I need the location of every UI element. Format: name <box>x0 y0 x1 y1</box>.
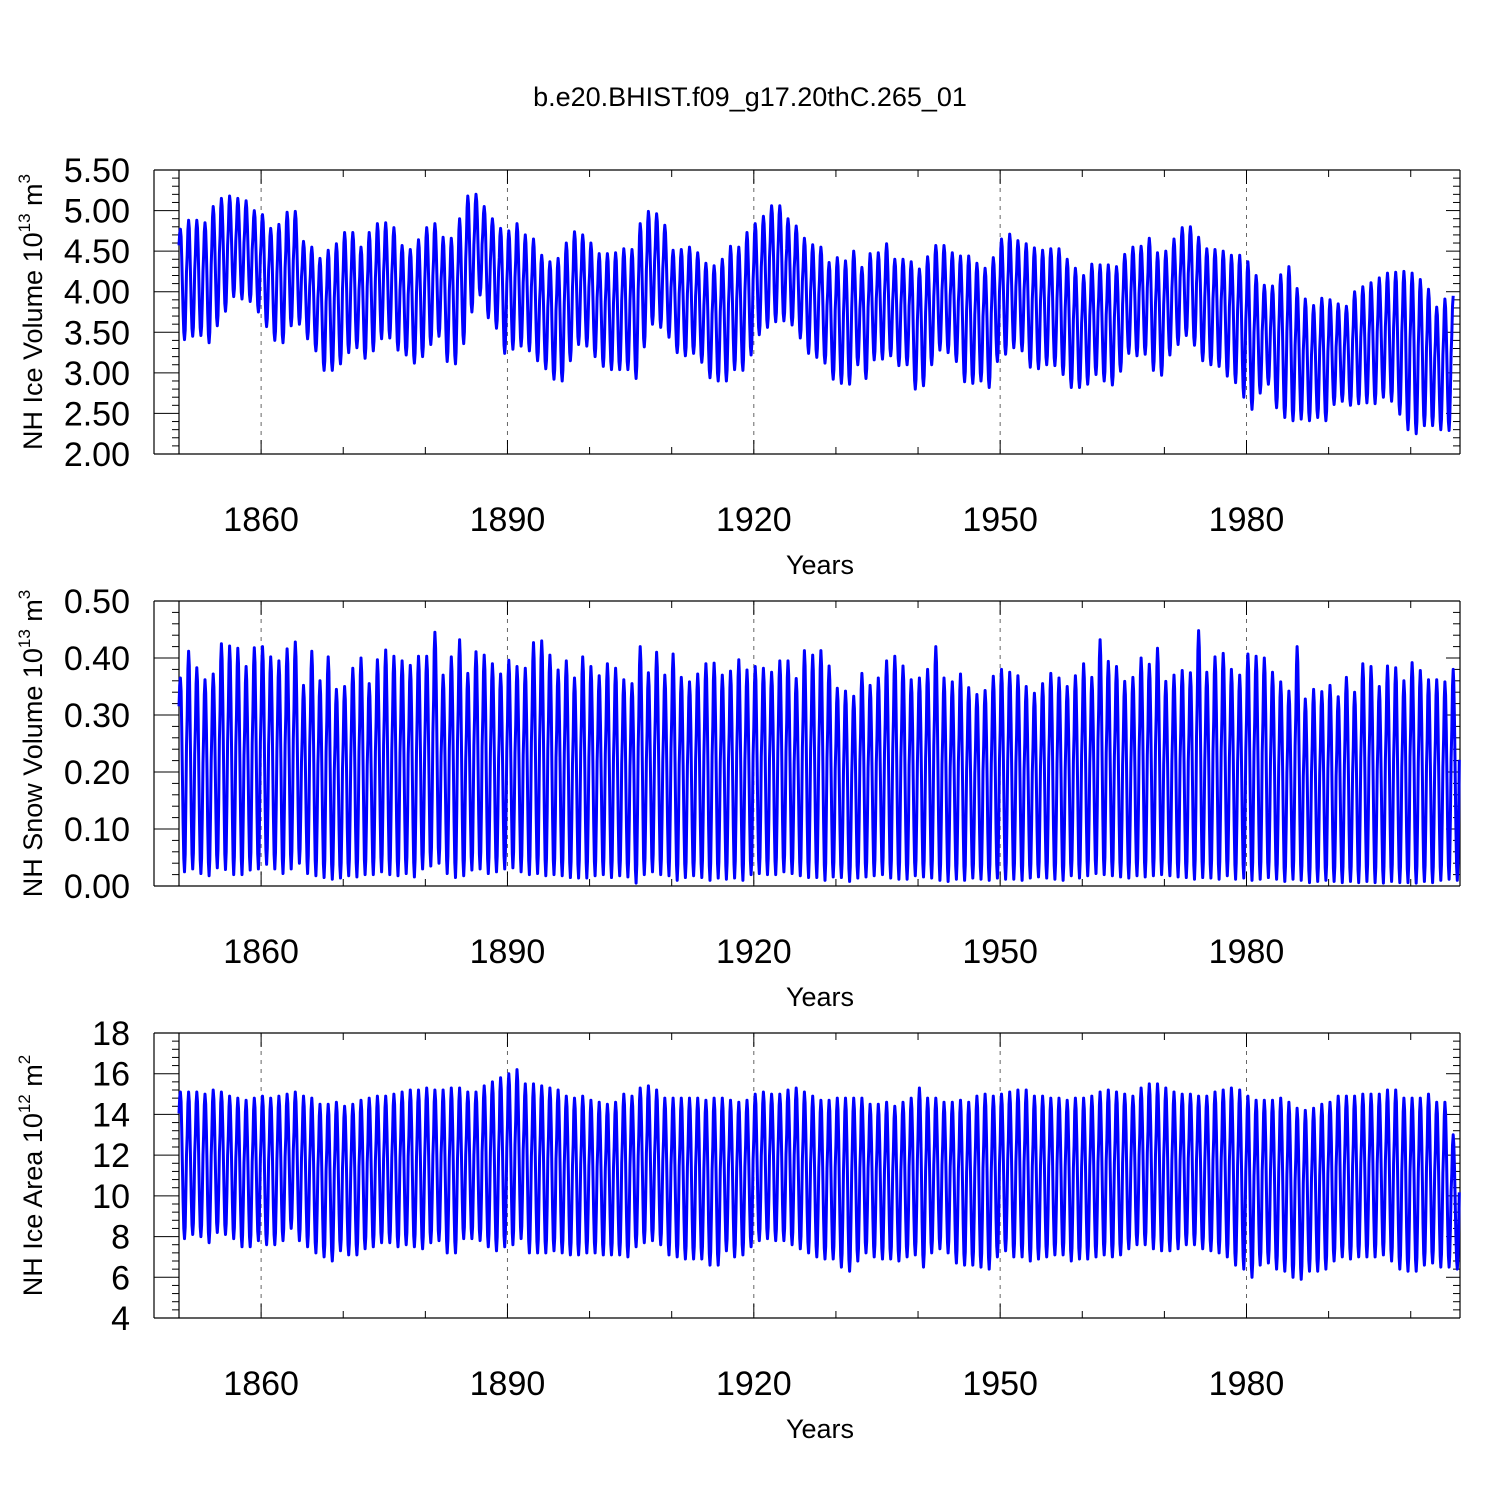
y-tick-label: 2.50 <box>64 395 130 433</box>
x-axis-title: Years <box>786 550 854 580</box>
y-axis-title: NH Ice Area 1012 m2 <box>15 1055 48 1296</box>
y-tick-label: 0.40 <box>64 640 130 678</box>
series-line <box>177 629 1461 885</box>
y-tick-label: 0.20 <box>64 754 130 792</box>
y-tick-label: 16 <box>92 1056 130 1094</box>
y-axis-title-superscript: 3 <box>15 174 34 183</box>
x-axis-title: Years <box>786 1414 854 1444</box>
chart-panel-1: 2.002.503.003.504.004.505.005.50 1860 1890… <box>15 152 1461 580</box>
y-tick-label: 5.50 <box>64 152 130 190</box>
x-tick-label: 1950 <box>962 501 1038 539</box>
y-axis-title-superscript: 13 <box>15 629 34 648</box>
y-tick-label: 3.00 <box>64 355 130 393</box>
y-tick-label: 14 <box>92 1096 130 1134</box>
y-axis-title-superscript: 12 <box>15 1094 34 1113</box>
y-axis-title-text: NH Ice Area 10 <box>18 1113 48 1296</box>
x-tick-label: 1890 <box>470 1365 546 1403</box>
x-tick-label: 1860 <box>223 501 299 539</box>
y-axis-title-text: NH Snow Volume 10 <box>18 648 48 897</box>
y-tick-label: 4.00 <box>64 274 130 312</box>
y-tick-label: 0.30 <box>64 697 130 735</box>
x-tick-label: 1950 <box>962 1365 1038 1403</box>
x-axis-title: Years <box>786 982 854 1012</box>
y-axis-title-text: m <box>18 599 48 629</box>
y-axis-title-text: NH Ice Volume 10 <box>18 232 48 450</box>
y-tick-label: 10 <box>92 1178 130 1216</box>
y-tick-label: 12 <box>92 1137 130 1175</box>
x-tick-label: 1980 <box>1209 1365 1285 1403</box>
y-axis-title: NH Ice Volume 1013 m3 <box>15 174 48 450</box>
y-axis-title: NH Snow Volume 1013 m3 <box>15 590 48 898</box>
x-tick-label: 1920 <box>716 1365 792 1403</box>
y-tick-label: 0.10 <box>64 811 130 849</box>
x-tick-label: 1920 <box>716 501 792 539</box>
y-axis-title-superscript: 2 <box>15 1055 34 1064</box>
series-line <box>177 1068 1461 1281</box>
figure-title: b.e20.BHIST.f09_g17.20thC.265_01 <box>533 82 967 112</box>
y-tick-label: 8 <box>111 1219 130 1257</box>
y-tick-label: 6 <box>111 1259 130 1297</box>
y-tick-label: 0.50 <box>64 583 130 621</box>
x-tick-label: 1980 <box>1209 501 1285 539</box>
y-tick-label: 3.50 <box>64 314 130 352</box>
y-tick-label: 4 <box>111 1300 130 1338</box>
chart-panel-2: 0.00 0.10 0.20 0.30 0.40 0.50 1860 1890 1920 1950… <box>15 583 1461 1012</box>
x-tick-label: 1890 <box>470 933 546 971</box>
series-line <box>177 192 1455 436</box>
y-axis-title-superscript: 13 <box>15 213 34 232</box>
x-tick-label: 1890 <box>470 501 546 539</box>
x-tick-label: 1860 <box>223 933 299 971</box>
x-tick-label: 1950 <box>962 933 1038 971</box>
x-tick-label: 1860 <box>223 1365 299 1403</box>
y-axis-title-superscript: 3 <box>15 590 34 599</box>
y-tick-label: 18 <box>92 1015 130 1053</box>
y-tick-label: 0.00 <box>64 868 130 906</box>
y-tick-label: 4.50 <box>64 233 130 271</box>
y-tick-label: 2.00 <box>64 436 130 474</box>
y-axis-title-text: m <box>18 1064 48 1094</box>
x-tick-label: 1980 <box>1209 933 1285 971</box>
y-tick-label: 5.00 <box>64 193 130 231</box>
x-tick-label: 1920 <box>716 933 792 971</box>
y-axis-title-text: m <box>18 183 48 213</box>
